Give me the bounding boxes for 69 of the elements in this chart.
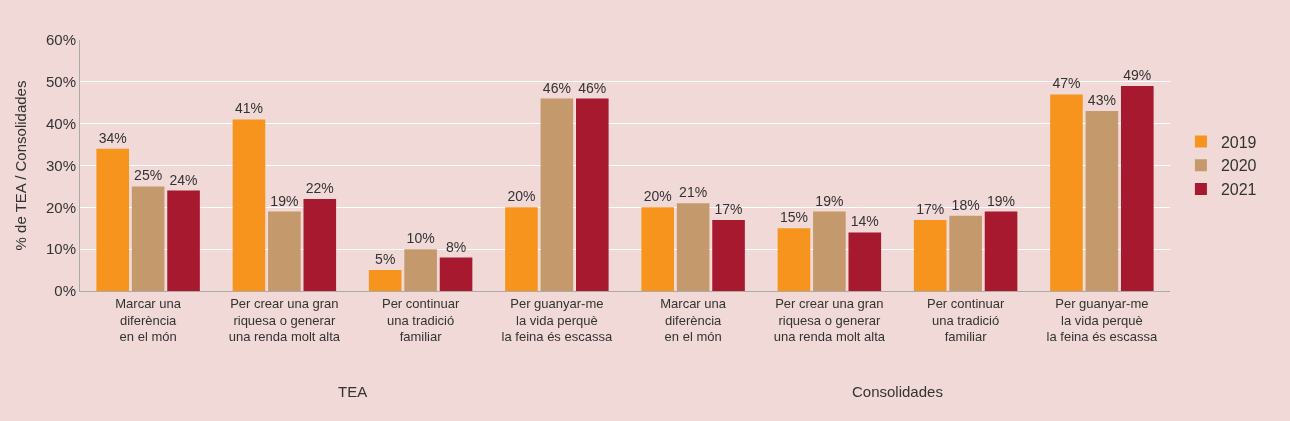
data-label: 47% bbox=[1052, 75, 1081, 92]
data-label: 22% bbox=[305, 179, 334, 196]
data-label: 21% bbox=[679, 184, 708, 201]
data-label: 19% bbox=[270, 192, 299, 209]
x-tick-label: Marcar una diferència en el món bbox=[115, 295, 182, 345]
bar bbox=[232, 119, 266, 291]
y-tick-label: 50% bbox=[45, 73, 76, 91]
bar bbox=[268, 211, 301, 291]
bar bbox=[404, 249, 437, 291]
y-tick-label: 20% bbox=[45, 198, 76, 216]
bar bbox=[439, 257, 473, 291]
bar bbox=[848, 232, 882, 291]
y-axis-title: % de TEA / Consolidades bbox=[12, 80, 30, 251]
data-label: 46% bbox=[542, 79, 571, 96]
bar bbox=[303, 198, 337, 291]
bar bbox=[505, 207, 538, 291]
x-tick-label: Per continuar una tradició familiar bbox=[381, 295, 460, 345]
bar bbox=[777, 228, 811, 291]
bar bbox=[949, 215, 982, 291]
data-label: 41% bbox=[234, 100, 263, 117]
data-label: 43% bbox=[1087, 92, 1116, 109]
bar bbox=[641, 207, 674, 291]
data-label: 17% bbox=[916, 200, 945, 217]
bar bbox=[96, 148, 129, 291]
text: Consolidades bbox=[852, 383, 943, 400]
bar bbox=[1050, 94, 1083, 291]
data-label: 20% bbox=[643, 188, 672, 205]
data-label: 18% bbox=[951, 196, 980, 213]
data-label: 14% bbox=[850, 213, 879, 230]
x-tick-label: Per guanyar-me la vida perquè la feina és escassa bbox=[1046, 295, 1158, 345]
y-tick-label: 60% bbox=[45, 31, 76, 49]
data-label: 20% bbox=[507, 188, 536, 205]
y-tick-label: 10% bbox=[45, 240, 76, 258]
bar bbox=[813, 211, 846, 291]
data-label: 17% bbox=[714, 200, 743, 217]
bar bbox=[913, 219, 947, 291]
data-label: 19% bbox=[987, 192, 1016, 209]
data-label: 49% bbox=[1123, 67, 1152, 84]
x-tick-label: Per crear una gran riquesa o generar una renda molt alta bbox=[773, 295, 886, 345]
x-tick-label: Per continuar una tradició familiar bbox=[926, 295, 1005, 345]
bar bbox=[131, 186, 165, 291]
legend-label: 2019 bbox=[1220, 133, 1257, 151]
bar bbox=[1121, 86, 1154, 291]
text: TEA bbox=[338, 383, 368, 400]
legend-label: 2020 bbox=[1220, 157, 1257, 175]
bar bbox=[1085, 111, 1119, 291]
x-tick-label: Marcar una diferència en el món bbox=[660, 295, 727, 345]
bar bbox=[676, 203, 710, 291]
bar bbox=[167, 190, 200, 291]
x-tick-label: Per guanyar-me la vida perquè la feina és escassa bbox=[501, 295, 613, 345]
legend-label: 2021 bbox=[1220, 181, 1257, 199]
bar bbox=[984, 211, 1018, 291]
bar bbox=[576, 98, 609, 291]
y-tick-label: 30% bbox=[45, 156, 76, 174]
data-label: 15% bbox=[779, 209, 808, 226]
data-label: 46% bbox=[578, 79, 607, 96]
data-label: 34% bbox=[98, 129, 127, 146]
data-label: 25% bbox=[134, 167, 163, 184]
bar bbox=[540, 98, 574, 291]
bar bbox=[712, 219, 745, 291]
data-label: 10% bbox=[406, 230, 435, 247]
x-tick-label: Per crear una gran riquesa o generar una renda molt alta bbox=[228, 295, 341, 345]
data-label: 5% bbox=[375, 251, 396, 268]
y-tick-label: 40% bbox=[45, 114, 76, 132]
y-tick-label: 0% bbox=[54, 282, 76, 300]
data-label: 8% bbox=[445, 238, 467, 255]
data-label: 19% bbox=[815, 192, 844, 209]
data-label: 24% bbox=[169, 171, 198, 188]
bar bbox=[368, 270, 402, 291]
